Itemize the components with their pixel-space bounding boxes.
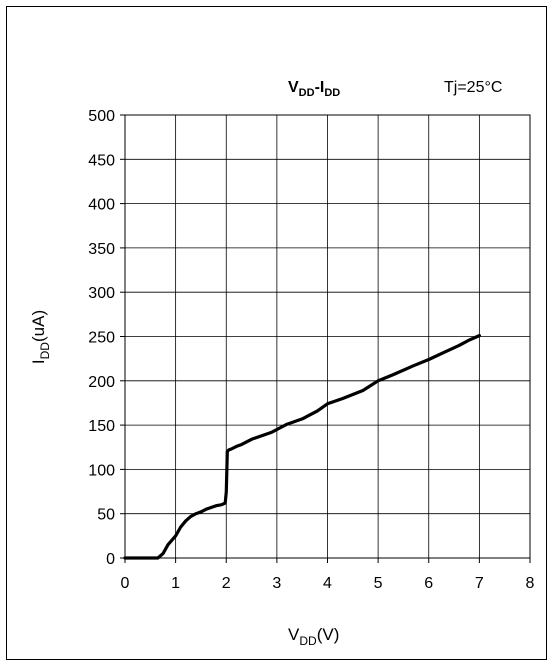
data-point <box>179 525 182 529</box>
data-point <box>376 379 380 382</box>
x-tick-label: 5 <box>374 575 383 592</box>
y-tick-label: 350 <box>88 241 115 258</box>
data-point <box>240 443 243 446</box>
series-line <box>123 334 481 560</box>
x-tick-label: 2 <box>222 575 231 592</box>
x-axis: 0 1 2 3 4 5 6 7 8 <box>121 558 535 592</box>
data-point <box>392 373 395 376</box>
data-point <box>457 344 461 347</box>
data-point <box>219 503 223 507</box>
y-tick-label: 100 <box>88 462 115 479</box>
data-point <box>316 409 319 413</box>
data-point <box>250 438 253 441</box>
data-point <box>341 397 344 400</box>
data-point <box>161 552 165 555</box>
data-point <box>285 423 289 426</box>
data-point <box>194 512 198 515</box>
data-point <box>204 508 208 511</box>
data-point <box>442 351 446 354</box>
data-point <box>260 434 263 437</box>
data-point <box>189 515 193 518</box>
y-axis: 0 50 100 150 200 250 300 350 400 450 500 <box>88 108 125 568</box>
y-tick-label: 300 <box>88 285 115 302</box>
data-point <box>209 506 213 509</box>
data-point <box>199 510 203 514</box>
y-tick-label: 250 <box>88 330 115 347</box>
data-point <box>326 402 329 406</box>
series-points <box>123 334 481 560</box>
data-point <box>245 440 248 444</box>
y-tick-label: 450 <box>88 152 115 169</box>
data-point <box>227 448 230 452</box>
y-tick-label: 500 <box>88 108 115 125</box>
x-tick-label: 8 <box>526 575 535 592</box>
x-tick-label: 0 <box>121 575 130 592</box>
data-point <box>427 358 430 361</box>
x-axis-label: VDD(V) <box>288 625 339 648</box>
y-tick-label: 150 <box>88 418 115 435</box>
data-point <box>184 519 187 522</box>
y-tick-label: 50 <box>97 507 115 524</box>
y-tick-label: 400 <box>88 197 115 214</box>
data-point <box>235 445 238 448</box>
data-point <box>270 430 274 434</box>
data-point <box>174 534 177 538</box>
data-point <box>123 556 127 560</box>
temperature-annotation: Tj=25°C <box>444 79 502 96</box>
data-point <box>166 543 170 546</box>
data-point <box>230 447 233 451</box>
data-point <box>361 389 365 392</box>
y-tick-label: 0 <box>106 551 115 568</box>
y-tick-label: 200 <box>88 374 115 391</box>
x-tick-label: 6 <box>424 575 433 592</box>
data-point <box>214 504 218 507</box>
data-point <box>478 334 481 337</box>
x-tick-label: 1 <box>171 575 180 592</box>
y-axis-label: IDD(uA) <box>29 310 52 364</box>
data-point <box>156 556 160 560</box>
data-point <box>226 450 229 453</box>
x-tick-label: 4 <box>323 575 332 592</box>
data-point <box>275 428 279 431</box>
data-point <box>300 417 304 421</box>
data-point <box>225 490 228 493</box>
data-point <box>468 338 471 342</box>
x-tick-label: 7 <box>475 575 484 592</box>
data-point <box>224 501 227 505</box>
x-tick-label: 3 <box>272 575 281 592</box>
data-point <box>412 364 415 367</box>
gridlines <box>124 114 531 559</box>
chart-title: VDD-IDD <box>288 79 340 99</box>
